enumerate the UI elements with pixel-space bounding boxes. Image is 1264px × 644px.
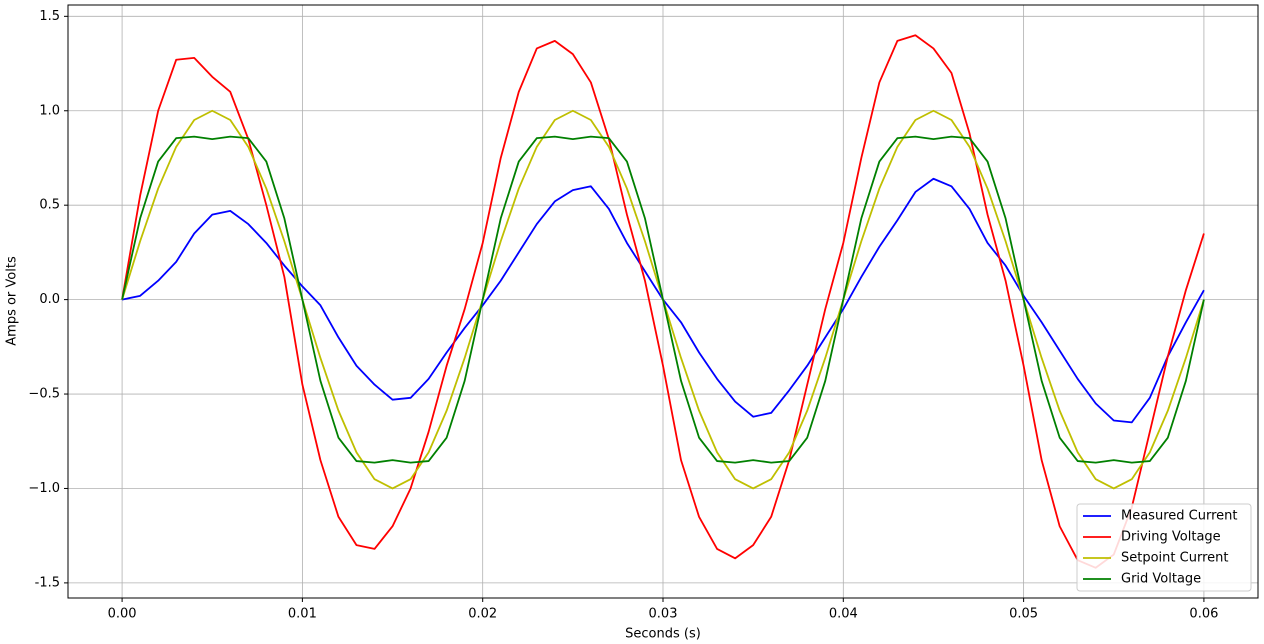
x-tick-label: 0.00 <box>108 607 137 622</box>
series-line <box>121 34 1205 569</box>
plot-frame <box>67 4 1259 599</box>
y-tick-label: 0.5 <box>39 198 60 213</box>
legend-label: Setpoint Current <box>1121 551 1228 566</box>
legend-box <box>1076 503 1252 592</box>
x-tick-label: 0.04 <box>829 607 858 622</box>
x-tick-label: 0.06 <box>1189 607 1218 622</box>
legend-label: Grid Voltage <box>1121 572 1201 587</box>
y-tick-label: 1.5 <box>39 9 60 24</box>
x-axis-label: Seconds (s) <box>625 627 701 642</box>
legend-label: Driving Voltage <box>1121 530 1221 545</box>
legend: Measured Current Driving Voltage Setpoint … <box>1076 503 1252 592</box>
y-tick-label: 1.0 <box>39 103 60 118</box>
y-tick-label: 0.0 <box>39 292 60 307</box>
y-tick-label: −1.0 <box>28 481 60 496</box>
legend-label: Measured Current <box>1121 509 1237 524</box>
y-tick-label: -1.5 <box>35 575 60 590</box>
x-tick-label: 0.05 <box>1009 607 1038 622</box>
y-axis-label: Amps or Volts <box>5 256 20 346</box>
x-tick-label: 0.02 <box>468 607 497 622</box>
y-tick-label: −0.5 <box>28 387 60 402</box>
x-tick-label: 0.01 <box>288 607 317 622</box>
x-tick-label: 0.03 <box>649 607 678 622</box>
series-line <box>121 135 1205 464</box>
